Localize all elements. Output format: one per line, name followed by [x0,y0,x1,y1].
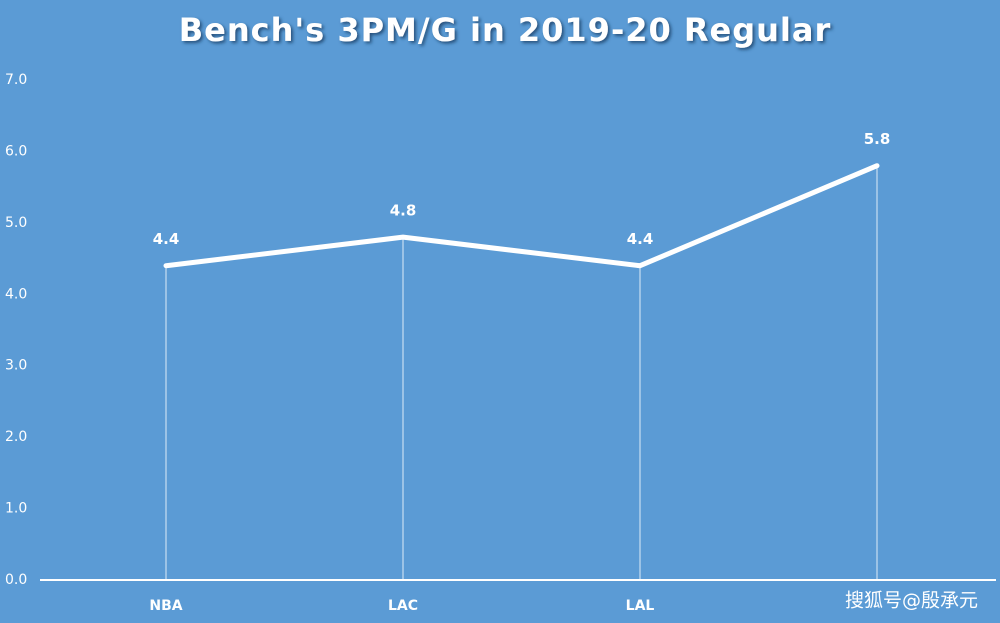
data-line [163,163,880,269]
data-label: 4.8 [390,202,417,220]
data-label: 5.8 [864,130,891,148]
x-tick-label: NBA [149,598,182,614]
data-label: 4.4 [153,230,180,248]
x-tick-label: LAC [388,598,418,614]
chart-title: Bench's 3PM/G in 2019-20 Regular [179,11,832,49]
y-tick-label: 7.0 [5,72,27,88]
data-label: 4.4 [627,230,654,248]
x-tick-label: LAL [626,598,655,614]
y-tick-label: 3.0 [5,358,27,374]
y-tick-label: 5.0 [5,215,27,231]
y-tick-label: 6.0 [5,143,27,159]
y-tick-label: 0.0 [5,572,27,588]
y-tick-label: 1.0 [5,501,27,517]
y-tick-label: 4.0 [5,286,27,302]
y-tick-label: 2.0 [5,429,27,445]
watermark: 搜狐号@殷承元 [845,590,978,612]
